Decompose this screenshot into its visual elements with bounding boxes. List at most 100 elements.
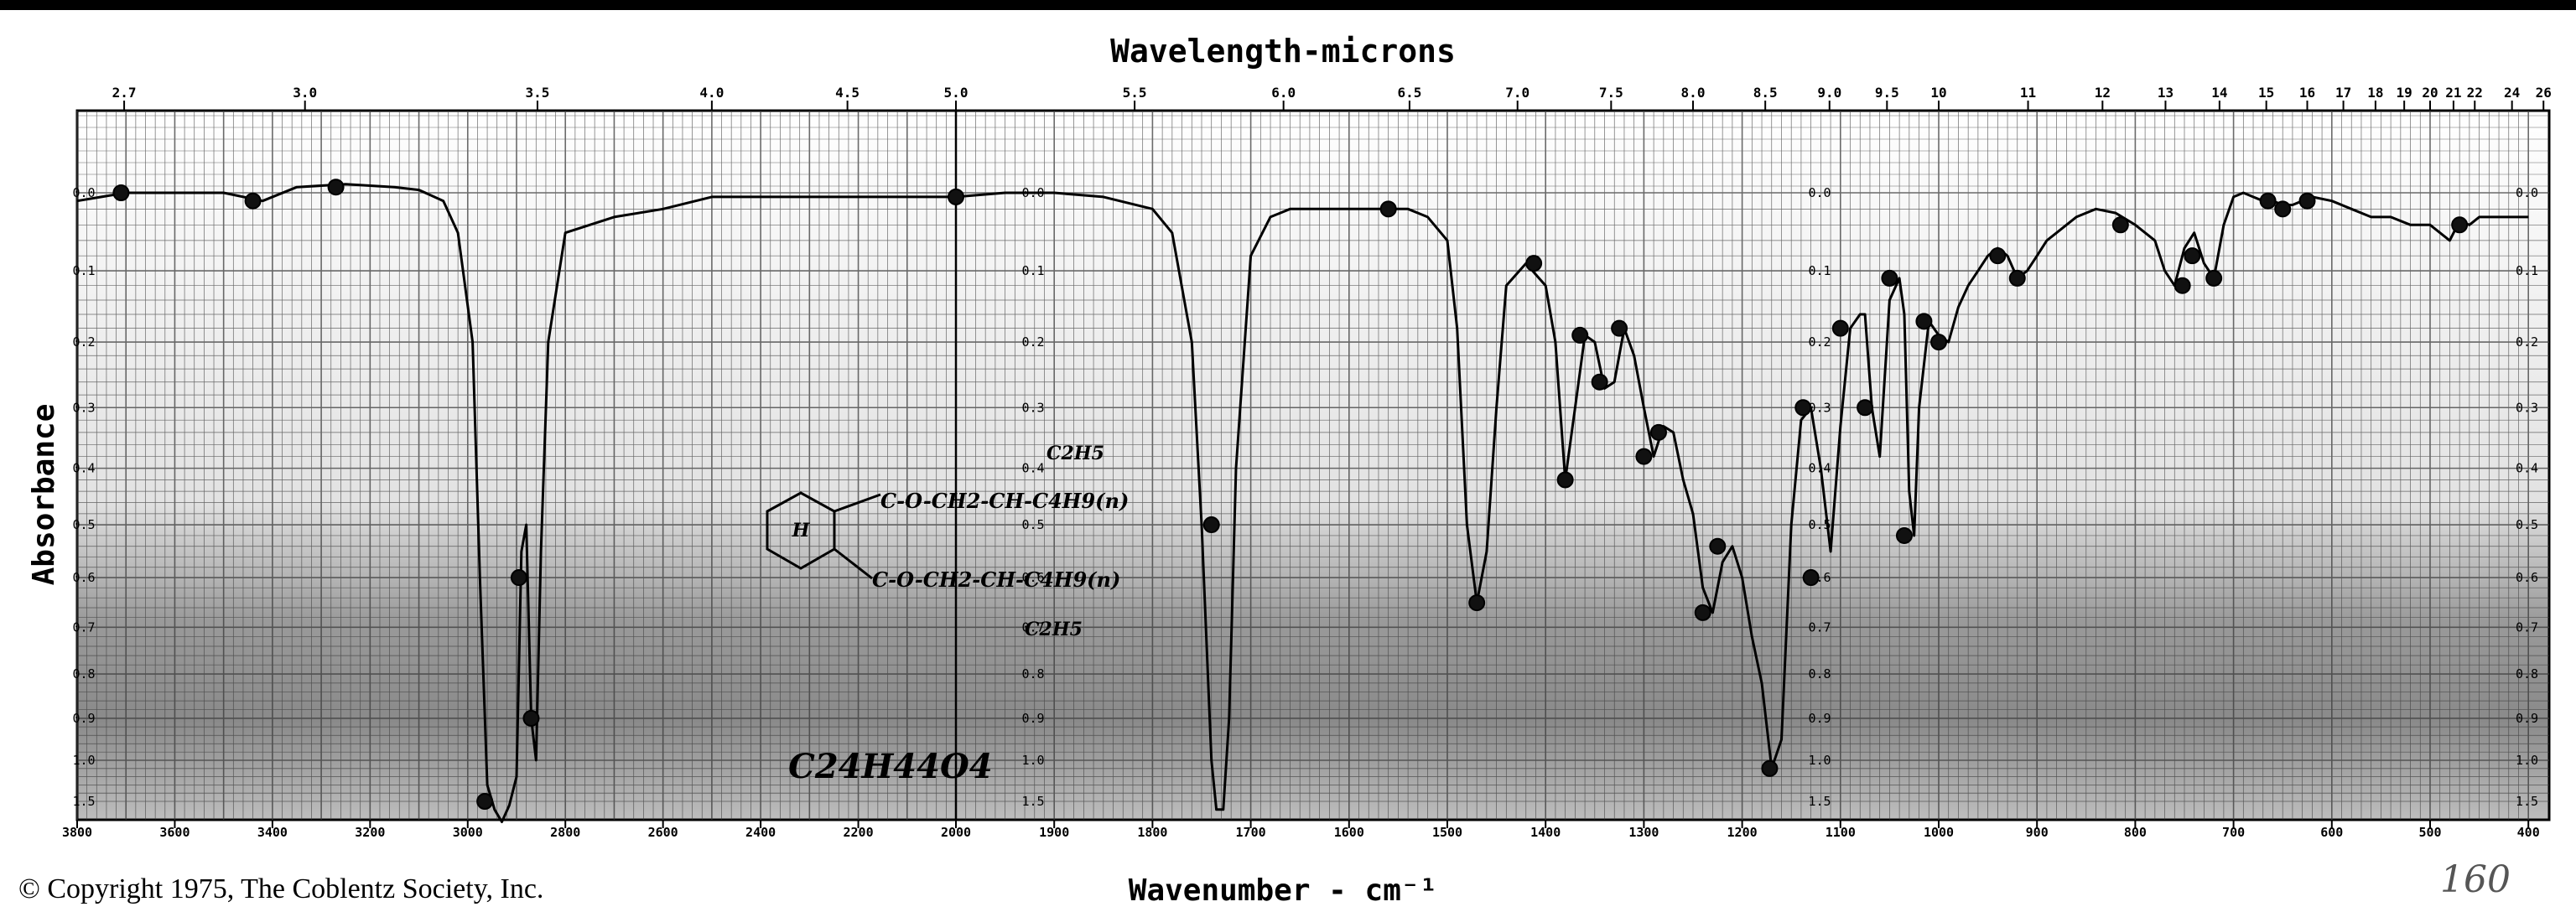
absorbance-tick-label: 0.5 [72,517,95,532]
top-tick-label: 18 [2367,85,2383,101]
plot-area [75,109,2551,821]
x-tick-label: 600 [2320,825,2343,840]
absorbance-tick-label: 0.7 [1808,619,1831,635]
top-tick-label: 17 [2335,85,2351,101]
absorbance-tick-label: 0.8 [1808,666,1831,681]
absorbance-tick-label: 0.2 [1808,334,1831,350]
data-point [1761,759,1779,777]
absorbance-tick-label: 0.1 [72,263,95,278]
data-point [1709,537,1727,555]
data-point [1649,423,1667,441]
absorbance-tick-label: 0.8 [2516,666,2538,681]
top-tick-label: 6.0 [1271,85,1296,101]
absorbance-tick-label: 0.2 [1021,334,1044,350]
data-point [1930,334,1947,351]
data-point [1379,200,1397,218]
data-point [112,184,130,201]
ring-label: H [792,520,811,542]
absorbance-tick-label: 0.4 [2516,461,2538,476]
absorbance-tick-label: 0.1 [1021,263,1044,278]
absorbance-tick-label: 1.5 [72,794,95,809]
data-point [1895,526,1913,544]
data-point [948,188,964,205]
data-point [1694,604,1711,621]
absorbance-tick-label: 0.4 [72,461,95,476]
data-point [1857,399,1874,417]
absorbance-tick-label: 0.3 [72,400,95,415]
x-tick-label: 400 [2517,825,2540,840]
data-point [2008,269,2026,287]
top-tick-label: 10 [1930,85,1946,101]
molecular-formula: C24H44O4 [788,747,993,786]
data-point [1802,569,1820,587]
structure-ester-upper: C-O-CH2-CH-C4H9(n) [880,489,1129,513]
x-tick-label: 1700 [1236,825,1266,840]
structure-ester-lower: C-O-CH2-CH-C4H9(n) [872,567,1120,592]
x-tick-label: 3800 [62,825,92,840]
absorbance-tick-label: 0.1 [2516,263,2538,278]
absorbance-tick-label: 0.8 [1021,666,1044,681]
absorbance-tick-label: 1.0 [2516,753,2538,768]
copyright-notice: © Copyright 1975, The Coblentz Society, … [18,873,544,904]
top-tick-label: 8.0 [1681,85,1706,101]
x-tick-label: 2600 [648,825,678,840]
absorbance-tick-label: 0.2 [2516,334,2538,350]
grid-lines [76,111,2549,820]
data-point [2184,247,2201,265]
absorbance-tick-label: 0.3 [1808,400,1831,415]
data-point [1202,516,1220,534]
absorbance-tick-label: 1.0 [1808,753,1831,768]
x-tick-label: 700 [2222,825,2245,840]
top-tick-label: 2.7 [112,85,137,101]
data-point [1831,319,1849,337]
data-point [327,179,345,196]
x-tick-label: 3200 [355,825,385,840]
data-point [2259,192,2277,210]
absorbance-tick-label: 0.7 [2516,619,2538,635]
data-point [244,192,262,210]
x-tick-label: 1200 [1727,825,1758,840]
absorbance-tick-label: 0.9 [1808,711,1831,726]
x-tick-label: 2000 [941,825,971,840]
data-point [1468,594,1486,612]
x-tick-label: 1500 [1432,825,1462,840]
absorbance-tick-label: 1.0 [1021,753,1044,768]
x-tick-label: 3000 [453,825,483,840]
absorbance-tick-label: 0.3 [2516,400,2538,415]
data-point [1571,326,1589,344]
data-point [1794,399,1812,417]
absorbance-tick-label: 0.9 [1021,711,1044,726]
data-point [522,709,540,727]
x-tick-label: 1900 [1039,825,1069,840]
chart-title: Wavelength-microns [1110,33,1456,70]
absorbance-tick-label: 0.7 [1021,619,1044,635]
absorbance-tick-label: 0.6 [1021,570,1044,585]
spectrum-line [76,183,2529,823]
top-tick-label: 4.5 [835,85,860,101]
data-point [2174,277,2191,294]
absorbance-tick-label: 0.2 [72,334,95,350]
top-tick-label: 12 [2095,85,2111,101]
x-tick-label: 2800 [550,825,580,840]
top-tick-label: 15 [2258,85,2274,101]
x-tick-label: 1600 [1334,825,1364,840]
structure-bond [834,493,881,580]
top-tick-label: 21 [2445,85,2461,101]
data-point [2298,192,2316,210]
top-tick-label: 5.5 [1123,85,1147,101]
top-tick-label: 8.5 [1753,85,1778,101]
absorbance-tick-label: 0.0 [2516,185,2538,200]
x-tick-label: 1000 [1924,825,1954,840]
top-tick-label: 3.0 [293,85,317,101]
data-point [1556,471,1574,489]
data-point [1989,247,2007,265]
absorbance-tick-label: 0.9 [2516,711,2538,726]
absorbance-tick-label: 0.8 [72,666,95,681]
absorbance-tick-label: 0.0 [1808,185,1831,200]
absorbance-tick-label: 0.5 [1808,517,1831,532]
top-tick-label: 24 [2504,85,2520,101]
x-tick-label: 1800 [1137,825,1167,840]
data-point [1915,313,1933,330]
data-point [1881,269,1898,287]
top-tick-label: 16 [2299,85,2315,101]
